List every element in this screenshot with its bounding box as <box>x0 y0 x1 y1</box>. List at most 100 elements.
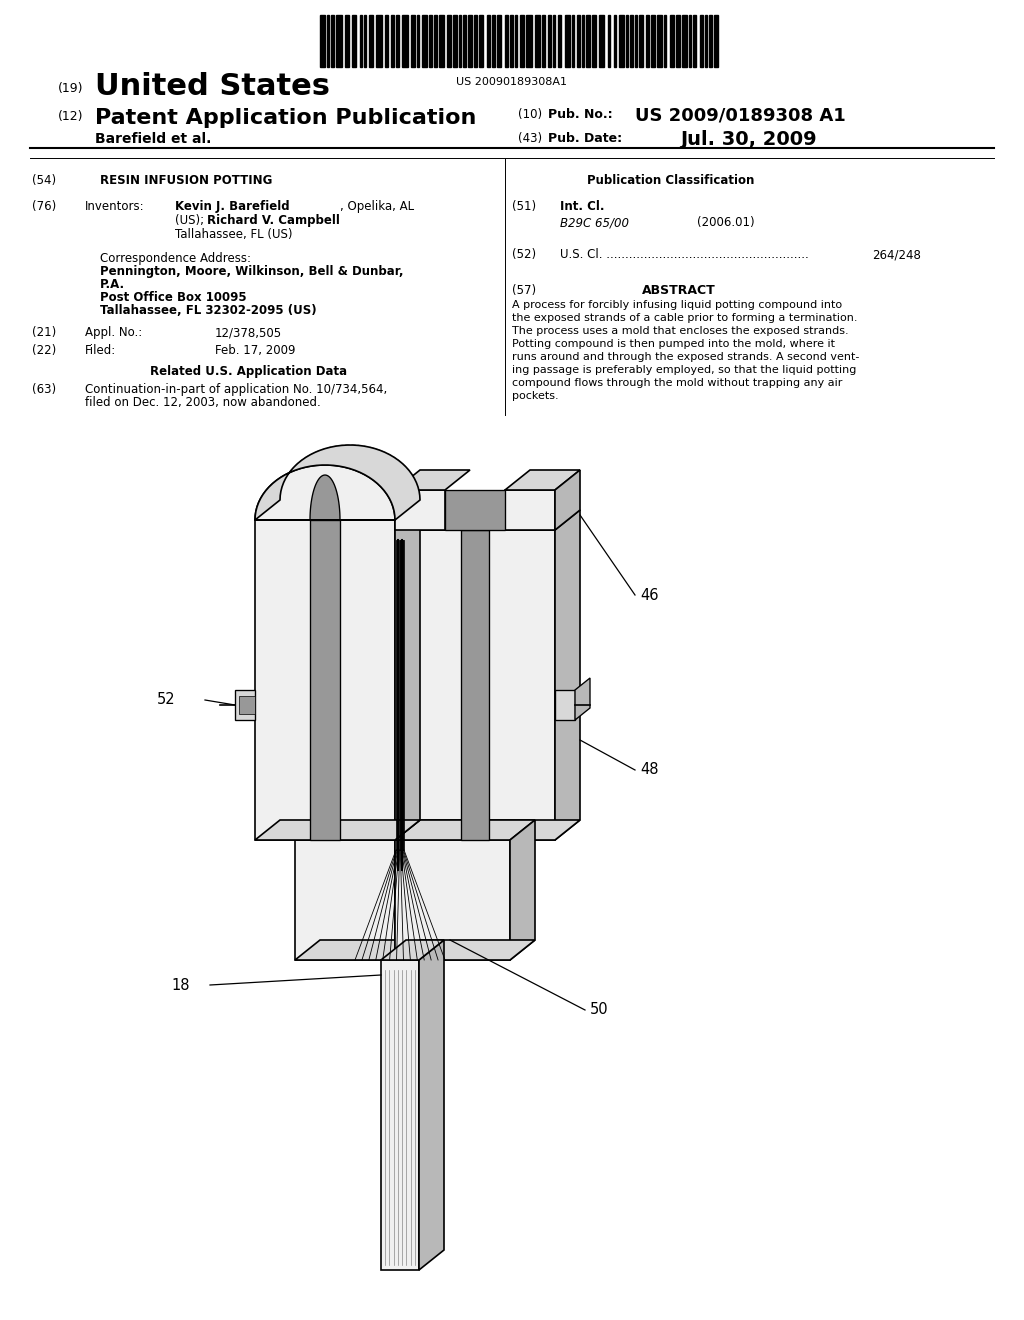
Text: The process uses a mold that encloses the exposed strands.: The process uses a mold that encloses th… <box>512 326 849 337</box>
Bar <box>586 15 590 67</box>
Text: ABSTRACT: ABSTRACT <box>642 284 716 297</box>
Bar <box>396 15 399 67</box>
Text: US 20090189308A1: US 20090189308A1 <box>457 77 567 87</box>
Bar <box>553 15 555 67</box>
Text: 52: 52 <box>157 693 175 708</box>
Bar <box>487 15 490 67</box>
Text: runs around and through the exposed strands. A second vent-: runs around and through the exposed stra… <box>512 352 859 362</box>
Text: compound flows through the mold without trapping any air: compound flows through the mold without … <box>512 378 843 388</box>
Polygon shape <box>255 445 420 520</box>
Polygon shape <box>395 490 445 531</box>
Polygon shape <box>461 531 489 840</box>
Polygon shape <box>255 465 395 520</box>
Bar <box>479 15 483 67</box>
Bar <box>630 15 633 67</box>
Bar <box>714 15 718 67</box>
Bar <box>520 15 524 67</box>
Text: (US);: (US); <box>175 214 208 227</box>
Bar <box>345 15 349 67</box>
Bar <box>439 15 444 67</box>
Polygon shape <box>395 500 420 840</box>
Text: Patent Application Publication: Patent Application Publication <box>95 108 476 128</box>
Polygon shape <box>310 520 340 840</box>
Bar <box>664 15 666 67</box>
Polygon shape <box>395 820 420 960</box>
Text: (76): (76) <box>32 201 56 213</box>
Text: US 2009/0189308 A1: US 2009/0189308 A1 <box>635 106 846 124</box>
Polygon shape <box>555 690 575 719</box>
Text: Tallahassee, FL (US): Tallahassee, FL (US) <box>175 228 293 242</box>
Bar <box>385 15 388 67</box>
Bar <box>319 15 325 67</box>
Text: (2006.01): (2006.01) <box>697 216 755 228</box>
Text: 18: 18 <box>171 978 190 993</box>
Text: (63): (63) <box>32 383 56 396</box>
Bar <box>639 15 643 67</box>
Bar <box>565 15 570 67</box>
Bar <box>429 15 432 67</box>
Bar <box>447 15 451 67</box>
Bar <box>599 15 604 67</box>
Polygon shape <box>381 940 444 960</box>
Polygon shape <box>555 510 580 840</box>
Polygon shape <box>234 690 255 719</box>
Bar <box>360 15 362 67</box>
Bar <box>327 15 329 67</box>
Bar <box>626 15 628 67</box>
Text: Appl. No.:: Appl. No.: <box>85 326 142 339</box>
Bar <box>434 15 437 67</box>
Text: (54): (54) <box>32 174 56 187</box>
Text: (10): (10) <box>518 108 542 121</box>
Bar <box>422 15 427 67</box>
Text: Post Office Box 10095: Post Office Box 10095 <box>100 290 247 304</box>
Text: 50: 50 <box>590 1002 608 1018</box>
Polygon shape <box>505 470 580 490</box>
Text: Pennington, Moore, Wilkinson, Bell & Dunbar,: Pennington, Moore, Wilkinson, Bell & Dun… <box>100 265 403 279</box>
Polygon shape <box>555 470 580 531</box>
Bar <box>331 15 334 67</box>
Text: 264/248: 264/248 <box>872 248 921 261</box>
Bar <box>459 15 461 67</box>
Polygon shape <box>395 470 470 490</box>
Bar <box>558 15 561 67</box>
Polygon shape <box>255 820 420 840</box>
Text: , Opelika, AL: , Opelika, AL <box>340 201 414 213</box>
Text: (43): (43) <box>518 132 542 145</box>
Polygon shape <box>395 940 535 960</box>
Text: Publication Classification: Publication Classification <box>587 174 755 187</box>
Text: ing passage is preferably employed, so that the liquid potting: ing passage is preferably employed, so t… <box>512 366 856 375</box>
Text: Related U.S. Application Data: Related U.S. Application Data <box>150 366 347 378</box>
Bar <box>336 15 342 67</box>
Bar <box>676 15 680 67</box>
Text: Pub. Date:: Pub. Date: <box>548 132 623 145</box>
Text: (21): (21) <box>32 326 56 339</box>
Text: Potting compound is then pumped into the mold, where it: Potting compound is then pumped into the… <box>512 339 835 348</box>
Text: 12/378,505: 12/378,505 <box>215 326 283 339</box>
Bar <box>474 15 477 67</box>
Text: Jul. 30, 2009: Jul. 30, 2009 <box>680 129 816 149</box>
Text: Pub. No.:: Pub. No.: <box>548 108 612 121</box>
Polygon shape <box>295 820 420 840</box>
Polygon shape <box>255 520 395 840</box>
Bar <box>608 15 610 67</box>
Bar <box>709 15 712 67</box>
Bar <box>535 15 540 67</box>
Bar <box>651 15 655 67</box>
Text: Int. Cl.: Int. Cl. <box>560 201 604 213</box>
Text: RESIN INFUSION POTTING: RESIN INFUSION POTTING <box>100 174 272 187</box>
Bar <box>463 15 466 67</box>
Text: A process for forcibly infusing liquid potting compound into: A process for forcibly infusing liquid p… <box>512 300 842 310</box>
Polygon shape <box>295 840 395 960</box>
Polygon shape <box>295 940 420 960</box>
Bar <box>682 15 687 67</box>
Text: Filed:: Filed: <box>85 345 117 356</box>
Bar <box>618 15 624 67</box>
Bar <box>657 15 662 67</box>
Polygon shape <box>395 531 555 840</box>
Bar <box>693 15 696 67</box>
Bar <box>391 15 394 67</box>
Polygon shape <box>395 820 580 840</box>
Bar <box>402 15 408 67</box>
Text: P.A.: P.A. <box>100 279 125 290</box>
Bar <box>705 15 707 67</box>
